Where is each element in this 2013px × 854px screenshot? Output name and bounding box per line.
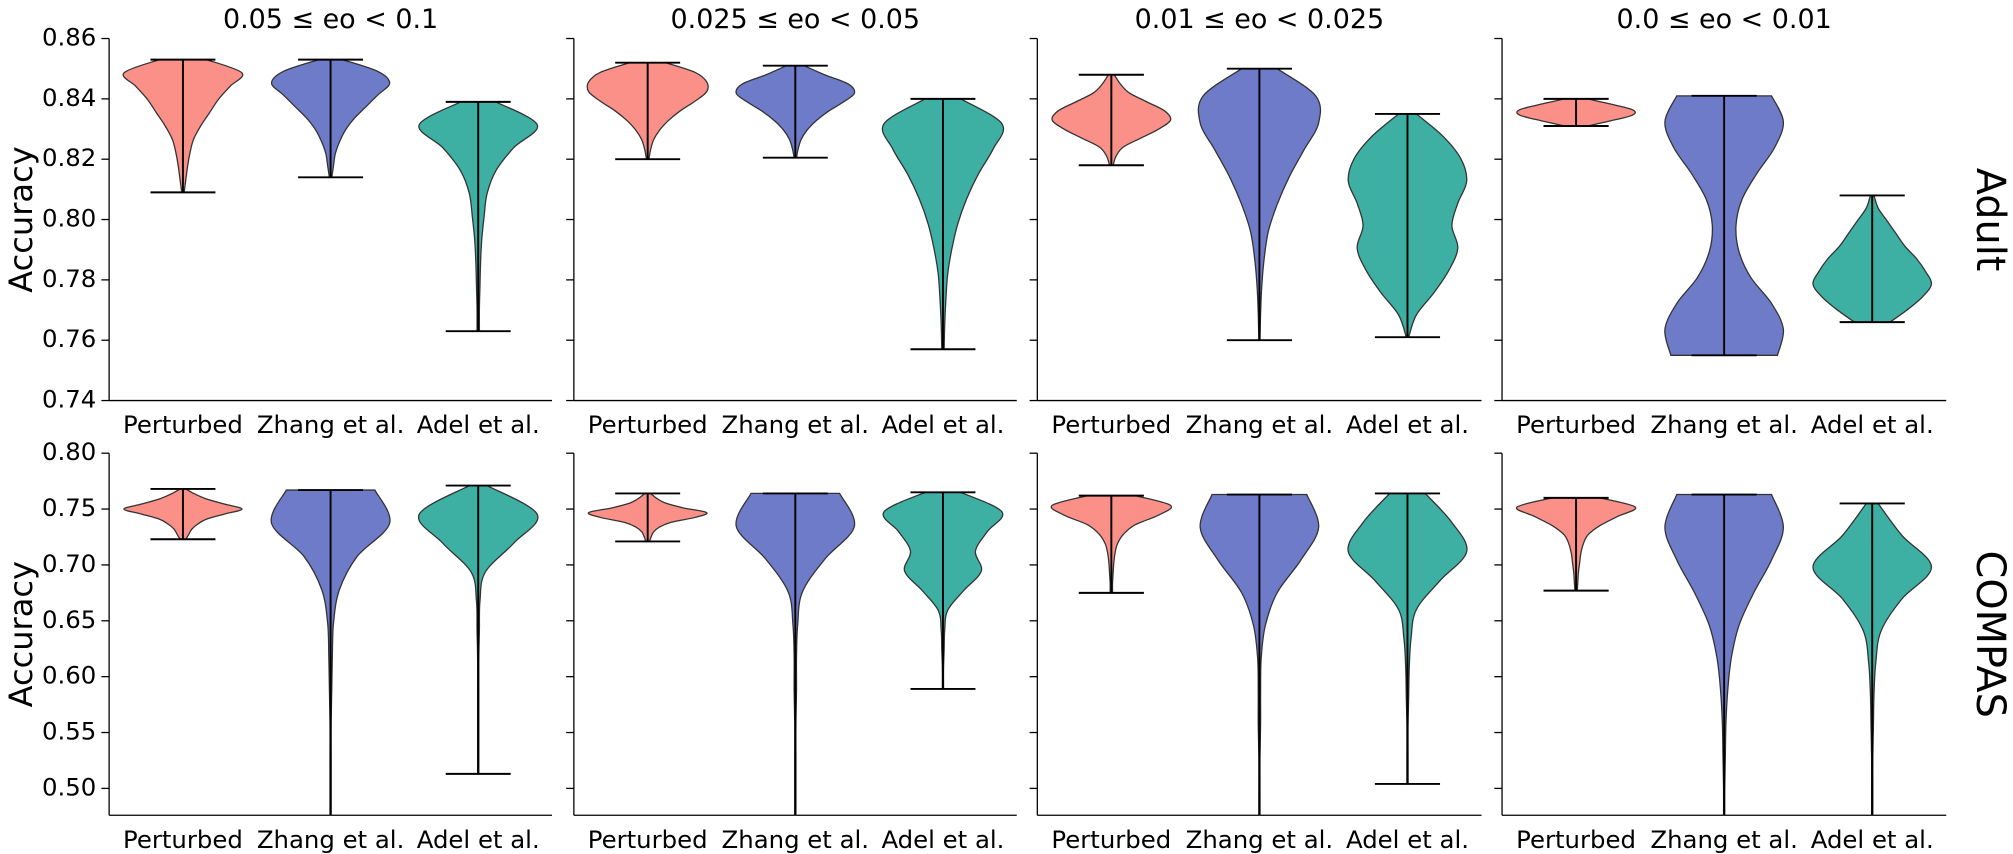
x-tick-label: Adel et al. [1346,410,1469,439]
x-tick-label: Zhang et al. [1650,825,1798,854]
y-tick-label: 0.80 [42,437,96,466]
x-tick-label: Perturbed [123,825,243,854]
x-tick-label: Perturbed [123,410,243,439]
violins [1051,67,1468,342]
x-tick-label: Zhang et al. [1186,410,1334,439]
x-tick-label: Zhang et al. [722,825,870,854]
y-tick-label: 0.50 [42,772,96,801]
x-tick-label: Zhang et al. [1186,825,1334,854]
y-tick-label: 0.60 [42,661,96,690]
y-tick-label: 0.70 [42,549,96,578]
y-tick-label: 0.55 [42,717,96,746]
y-tick-label: 0.76 [42,324,96,353]
y-tick-label: 0.75 [42,493,96,522]
panel-title: 0.025 ≤ eo < 0.05 [671,4,921,35]
y-tick-label: 0.78 [42,264,96,293]
x-tick-label: Perturbed [1516,825,1636,854]
row-label: COMPAS [1967,551,2013,718]
panel-title: 0.05 ≤ eo < 0.1 [223,4,438,35]
row-label: Adult [1967,168,2013,272]
x-tick-label: Zhang et al. [257,825,405,854]
x-tick-label: Zhang et al. [722,410,870,439]
x-tick-label: Adel et al. [417,410,540,439]
violins [1516,94,1933,357]
x-tick-label: Adel et al. [1346,825,1469,854]
y-tick-label: 0.82 [42,143,96,172]
x-tick-label: Adel et al. [1811,410,1934,439]
x-tick-label: Perturbed [1051,410,1171,439]
y-axis-label: Accuracy [2,561,40,707]
y-tick-label: 0.65 [42,605,96,634]
violins [586,61,1005,351]
panel-title: 0.01 ≤ eo < 0.025 [1135,4,1385,35]
violins [123,484,539,816]
panel-title: 0.0 ≤ eo < 0.01 [1617,4,1832,35]
y-axis-label: Accuracy [2,146,40,292]
x-tick-label: Adel et al. [417,825,540,854]
x-tick-label: Adel et al. [881,410,1004,439]
x-tick-label: Perturbed [588,410,708,439]
y-tick-label: 0.84 [42,83,96,112]
y-tick-label: 0.80 [42,204,96,233]
y-tick-label: 0.86 [42,23,96,52]
x-tick-label: Adel et al. [1811,825,1934,854]
x-tick-label: Perturbed [1516,410,1636,439]
x-tick-label: Zhang et al. [257,410,405,439]
violins [1050,492,1468,816]
x-tick-label: Adel et al. [881,825,1004,854]
x-tick-label: Perturbed [588,825,708,854]
violins [1515,493,1933,816]
x-tick-label: Perturbed [1051,825,1171,854]
violins [587,491,1004,816]
violins [122,58,539,333]
y-tick-label: 0.74 [42,385,96,414]
x-tick-label: Zhang et al. [1650,410,1798,439]
